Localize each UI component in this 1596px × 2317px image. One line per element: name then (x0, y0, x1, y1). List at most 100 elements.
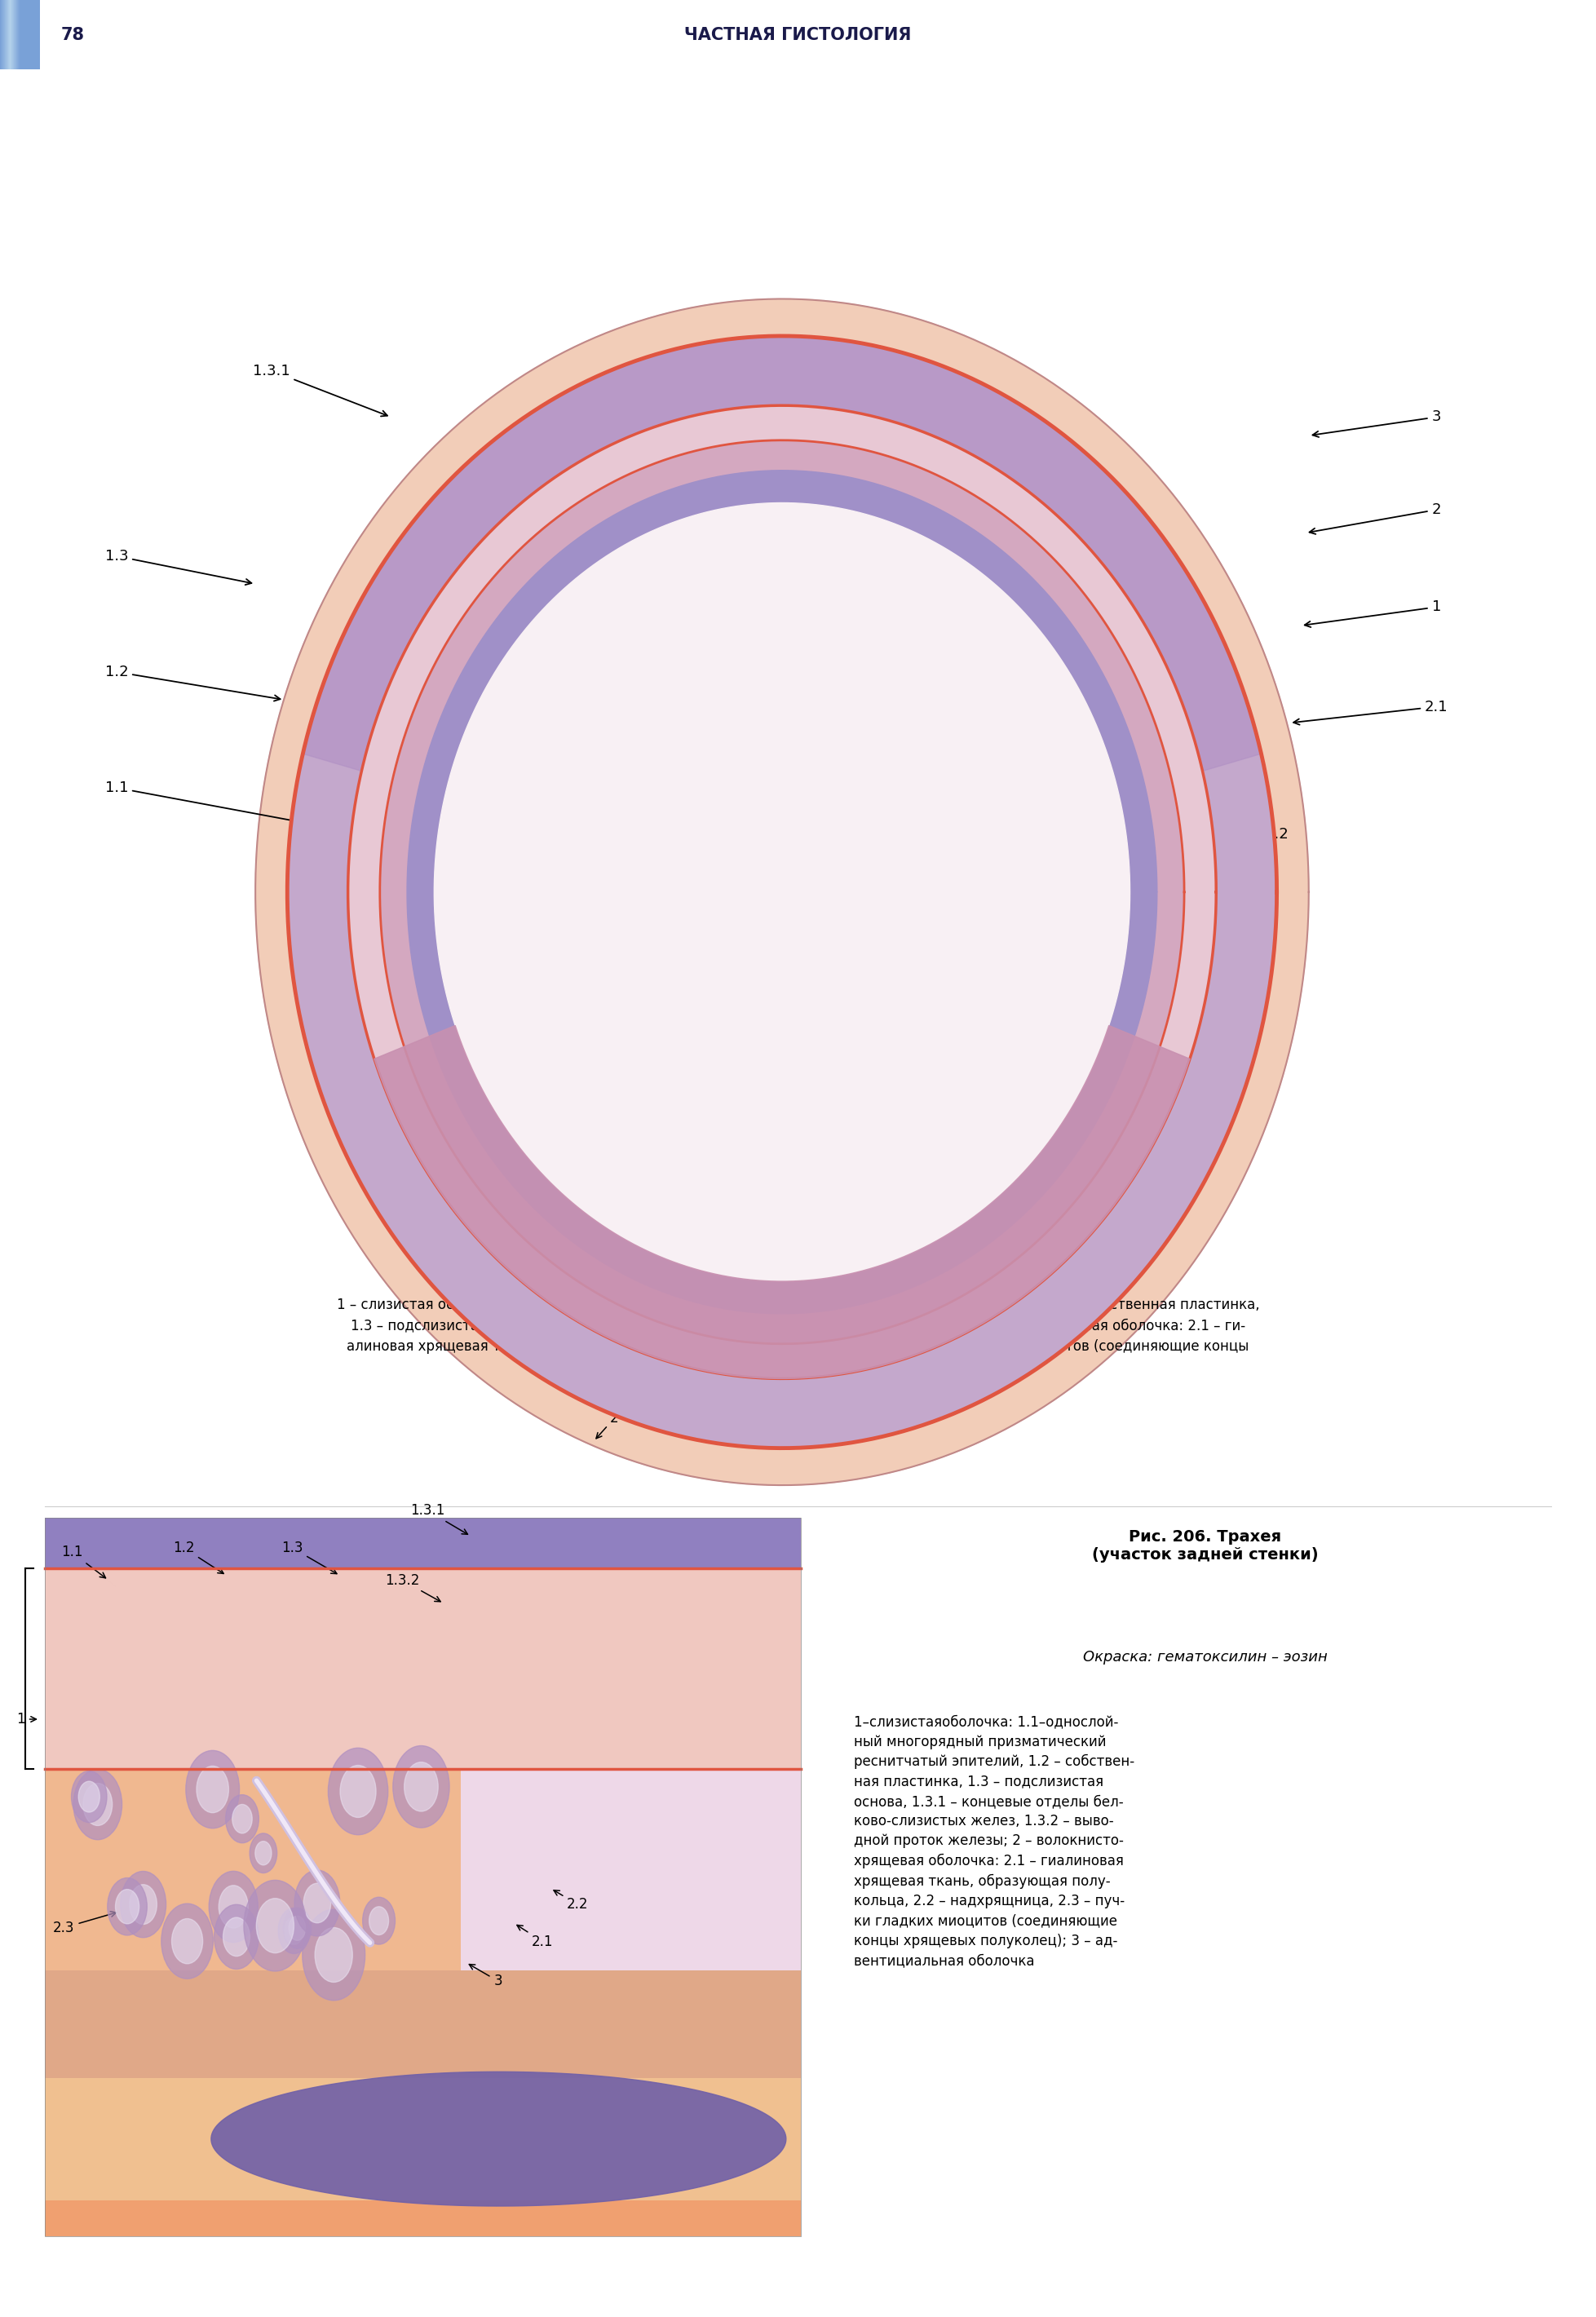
Bar (337, 0, 361, 70)
Circle shape (225, 1796, 259, 1842)
Bar (18, 0, 37, 70)
Bar (19, 0, 40, 70)
Circle shape (72, 1770, 107, 1823)
Circle shape (314, 1928, 353, 1983)
Bar (11, 0, 30, 70)
Bar (11, 0, 32, 70)
Bar (322, 0, 346, 70)
Bar (45, 1969, 801, 2078)
Circle shape (329, 1747, 388, 1835)
Circle shape (115, 1888, 139, 1923)
Bar (2, 0, 21, 70)
Bar (334, 0, 358, 70)
Circle shape (161, 1905, 214, 1979)
Bar (14, 0, 35, 70)
Text: 2.1: 2.1 (1293, 700, 1448, 725)
Bar (8, 0, 29, 70)
Bar (45, 2201, 801, 2236)
Text: 1.3: 1.3 (105, 549, 252, 584)
Bar (16, 0, 37, 70)
Polygon shape (211, 2071, 787, 2206)
Bar (19, 0, 40, 70)
Bar (8, 0, 29, 70)
Bar (329, 0, 353, 70)
Circle shape (278, 1907, 310, 1953)
Circle shape (249, 1833, 278, 1872)
Bar (13, 0, 34, 70)
Circle shape (294, 1870, 340, 1937)
Bar (6, 0, 27, 70)
Bar (16, 0, 35, 70)
Text: 1.2: 1.2 (172, 1541, 223, 1573)
Text: 1: 1 (16, 1712, 37, 1726)
Bar (11, 0, 32, 70)
Circle shape (233, 1805, 252, 1833)
Polygon shape (287, 336, 1277, 1448)
Bar (342, 0, 365, 70)
Bar (322, 0, 346, 70)
Circle shape (107, 1877, 147, 1935)
Bar (45, 1518, 801, 2236)
Bar (13, 0, 32, 70)
Bar (3, 0, 22, 70)
Circle shape (129, 1884, 156, 1925)
Polygon shape (434, 503, 1130, 1281)
Text: 1.2: 1.2 (105, 665, 281, 702)
Bar (19, 0, 40, 70)
Circle shape (244, 1879, 306, 1972)
Bar (18, 0, 38, 70)
Text: 2.2: 2.2 (1152, 820, 1288, 841)
Bar (6, 0, 27, 70)
Bar (16, 0, 37, 70)
Text: 1.1: 1.1 (105, 781, 300, 823)
Circle shape (404, 1763, 439, 1812)
Bar (319, 0, 343, 70)
Bar (3, 0, 24, 70)
Bar (5, 0, 26, 70)
Bar (18, 0, 38, 70)
Bar (10, 0, 29, 70)
Circle shape (255, 1842, 271, 1865)
Polygon shape (373, 1026, 1191, 1379)
Circle shape (257, 1898, 294, 1953)
Bar (3, 0, 22, 70)
Bar (461, 1770, 801, 1969)
Bar (0, 0, 21, 70)
Text: 1.3.1: 1.3.1 (410, 1504, 468, 1534)
Bar (19, 0, 38, 70)
Bar (342, 0, 365, 70)
Circle shape (282, 1907, 311, 1949)
Bar (330, 0, 354, 70)
Text: Окраска: гематоксилин – эозин: Окраска: гематоксилин – эозин (1082, 1650, 1328, 1664)
Bar (45, 1770, 461, 1969)
Polygon shape (303, 336, 1261, 772)
Text: 3: 3 (469, 1965, 503, 1988)
Bar (8, 0, 29, 70)
Bar (6, 0, 26, 70)
Bar (327, 0, 351, 70)
Bar (16, 0, 35, 70)
Circle shape (219, 1886, 247, 1928)
Bar (337, 0, 361, 70)
Polygon shape (255, 299, 1309, 1485)
Circle shape (209, 1872, 259, 1942)
Bar (10, 0, 30, 70)
Bar (2, 0, 21, 70)
Bar (2, 0, 22, 70)
Text: Рис. 205. Трахея (общий вид): Рис. 205. Трахея (общий вид) (661, 1233, 935, 1249)
Bar (14, 0, 34, 70)
Bar (8, 0, 27, 70)
Circle shape (172, 1918, 203, 1965)
Bar (13, 0, 32, 70)
Bar (5, 0, 24, 70)
Bar (321, 0, 345, 70)
Bar (10, 0, 30, 70)
Circle shape (302, 1909, 365, 2000)
Bar (5, 0, 26, 70)
Text: 3: 3 (1312, 410, 1441, 438)
Polygon shape (348, 405, 1216, 1379)
Bar (326, 0, 350, 70)
Bar (16, 0, 35, 70)
Bar (10, 0, 30, 70)
Text: ЧАСТНАЯ ГИСТОЛОГИЯ: ЧАСТНАЯ ГИСТОЛОГИЯ (685, 25, 911, 44)
